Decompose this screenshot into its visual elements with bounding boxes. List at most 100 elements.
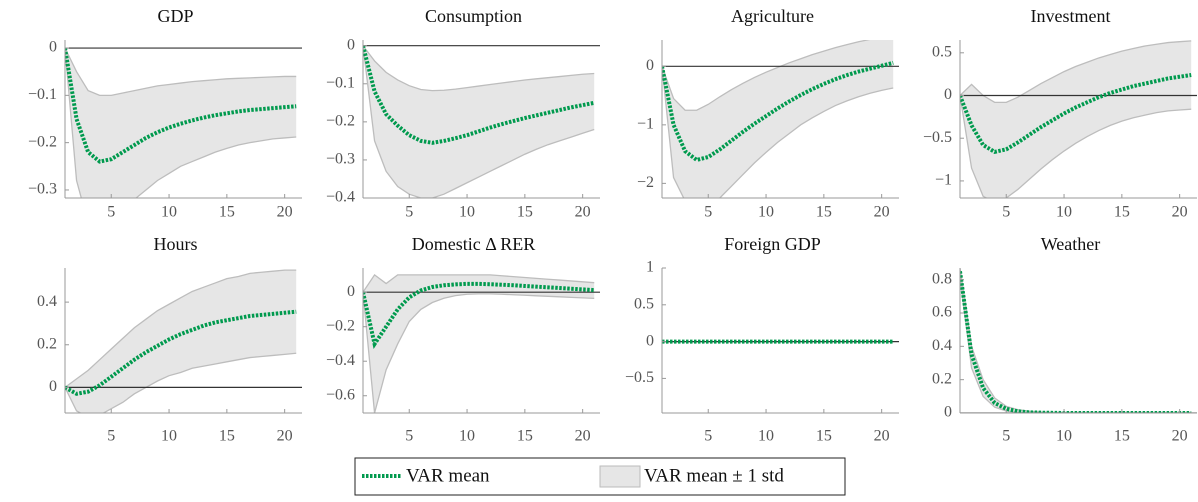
x-tick-label: 15	[517, 428, 533, 445]
band-lower	[65, 47, 297, 198]
x-tick-label: 20	[1172, 428, 1188, 445]
panel: Weather 0 0.2 0.4 0.6 0.8 5 10 15 20	[932, 234, 1197, 445]
panel-title: Consumption	[425, 6, 522, 26]
y-tick-label: −0.3	[28, 181, 57, 198]
y-tick-label: 0.5	[932, 43, 952, 60]
x-tick-label: 15	[219, 204, 235, 221]
band-area	[65, 48, 297, 198]
mean-line	[960, 271, 1192, 413]
y-tick-label: 0.5	[634, 295, 654, 312]
x-tick-label: 15	[816, 204, 832, 221]
x-tick-label: 10	[758, 204, 774, 221]
y-tick-label: 0	[49, 39, 57, 56]
y-tick-label: 0	[646, 57, 654, 74]
mean-line	[65, 47, 297, 164]
y-tick-label: 0.2	[37, 335, 57, 352]
panel-title: Domestic Δ RER	[412, 234, 536, 254]
band-upper	[363, 45, 595, 92]
panel: Hours 0 0.2 0.4 5 10 15 20	[37, 234, 302, 445]
x-tick-label: 10	[758, 428, 774, 445]
x-tick-label: 20	[575, 204, 591, 221]
y-tick-label: 0	[646, 332, 654, 349]
band-upper	[65, 269, 297, 388]
legend-label: VAR mean ± 1 std	[644, 465, 784, 486]
panel-title: Foreign GDP	[724, 234, 821, 254]
band-area	[960, 40, 1192, 198]
mean-line	[662, 60, 894, 163]
x-tick-label: 10	[161, 204, 177, 221]
x-tick-label: 10	[1056, 428, 1072, 445]
y-tick-label: 0.4	[37, 293, 57, 310]
y-tick-label: −0.3	[326, 151, 355, 168]
x-tick-label: 20	[874, 428, 890, 445]
y-tick-label: −0.5	[625, 369, 654, 386]
y-tick-label: −0.1	[326, 74, 355, 91]
mean-line	[960, 73, 1192, 155]
panel: Investment 0.5 0 −0.5 −1 5 10 15 20	[923, 6, 1197, 221]
x-tick-label: 5	[107, 428, 115, 445]
legend: VAR mean VAR mean ± 1 std	[354, 457, 846, 496]
x-tick-label: 5	[405, 204, 413, 221]
mean-line	[363, 45, 595, 145]
panel-title: Weather	[1041, 234, 1101, 254]
band-lower	[960, 276, 1192, 413]
y-tick-label: −0.5	[923, 129, 952, 146]
y-tick-label: −0.4	[326, 189, 355, 206]
x-tick-label: 20	[575, 428, 591, 445]
mean-line	[65, 309, 297, 396]
x-tick-label: 15	[517, 204, 533, 221]
band-area	[960, 268, 1192, 413]
y-tick-label: 0	[944, 86, 952, 103]
panel-title: GDP	[157, 6, 193, 26]
x-tick-label: 15	[816, 428, 832, 445]
x-tick-label: 5	[107, 204, 115, 221]
y-tick-label: −0.4	[326, 352, 355, 369]
panel: Agriculture 0 −1 −2 5 10 15 20	[637, 6, 899, 221]
x-tick-label: 15	[219, 428, 235, 445]
y-tick-label: −1	[935, 172, 952, 189]
panel-title: Investment	[1031, 6, 1111, 26]
band-area	[662, 40, 894, 198]
panel-title: Agriculture	[731, 6, 814, 26]
y-tick-label: −1	[637, 116, 654, 133]
legend-band-swatch	[599, 465, 641, 488]
x-tick-label: 15	[1114, 204, 1130, 221]
x-tick-label: 10	[459, 204, 475, 221]
band-lower	[65, 352, 297, 413]
x-tick-label: 10	[1056, 204, 1072, 221]
band-area	[65, 270, 297, 413]
y-tick-label: 0.6	[932, 304, 952, 321]
y-tick-label: −0.1	[28, 86, 57, 103]
y-tick-label: −0.6	[326, 386, 355, 403]
panel: Foreign GDP 1 0.5 0 −0.5 5 10 15 20	[625, 234, 899, 445]
y-tick-label: −2	[637, 174, 654, 191]
x-tick-label: 10	[459, 428, 475, 445]
x-tick-label: 10	[161, 428, 177, 445]
x-tick-label: 5	[704, 428, 712, 445]
panel: Domestic Δ RER 0 −0.2 −0.4 −0.6 5 10 15 20	[326, 234, 600, 445]
band-lower	[363, 45, 595, 198]
y-tick-label: 0	[347, 36, 355, 53]
panel-title: Hours	[154, 234, 198, 254]
band-lower	[662, 66, 894, 198]
panel: Consumption 0 −0.1 −0.2 −0.3 −0.4 5 10 15 20	[326, 6, 600, 221]
y-tick-label: 1	[646, 259, 654, 276]
y-tick-label: −0.2	[326, 113, 355, 130]
band-upper	[65, 47, 297, 96]
band-upper	[960, 268, 1192, 413]
x-tick-label: 5	[1002, 204, 1010, 221]
band-upper	[363, 273, 595, 293]
band-upper	[662, 40, 871, 111]
y-tick-label: 0	[944, 404, 952, 421]
band-area	[363, 45, 595, 198]
x-tick-label: 5	[405, 428, 413, 445]
y-tick-label: 0	[49, 378, 57, 395]
y-tick-label: 0	[347, 283, 355, 300]
y-tick-label: −0.2	[326, 317, 355, 334]
x-tick-label: 20	[874, 204, 890, 221]
y-tick-label: −0.2	[28, 133, 57, 150]
x-tick-label: 5	[1002, 428, 1010, 445]
legend-label: VAR mean	[406, 465, 490, 486]
band-lower	[363, 292, 595, 413]
